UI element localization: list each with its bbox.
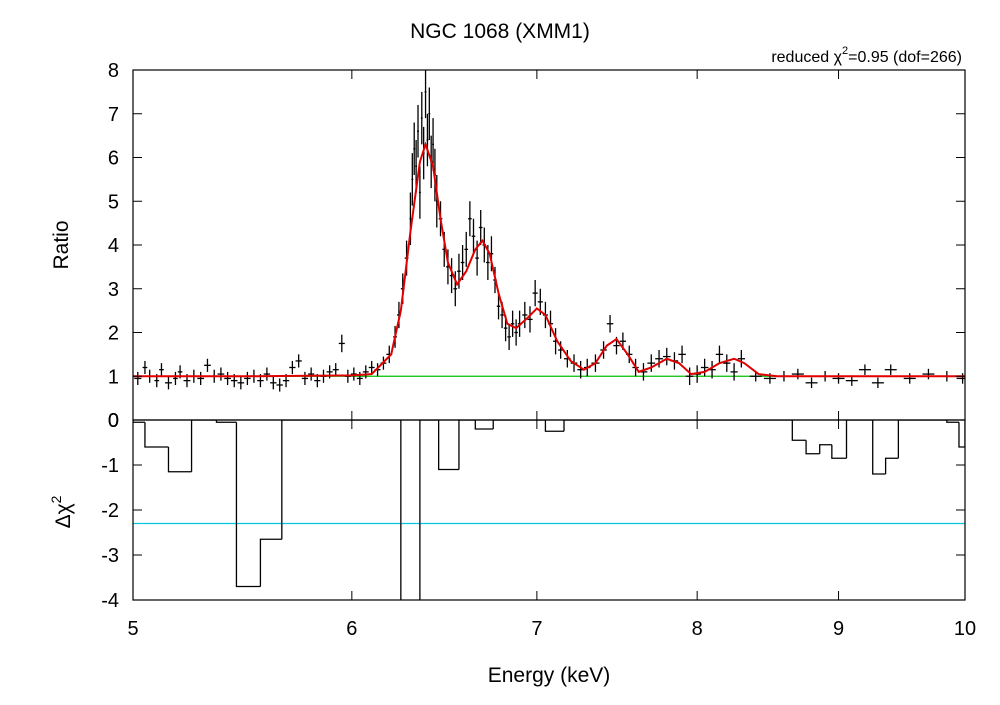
x-tick-label: 10 xyxy=(954,618,976,640)
y-axis-label-sup: 2 xyxy=(48,495,64,503)
histogram-step xyxy=(884,457,899,474)
histogram-step xyxy=(819,444,832,454)
y-tick-label: 1 xyxy=(108,366,119,388)
annotation: reduced χ2=0.95 (dof=266) xyxy=(771,45,962,66)
histogram-step xyxy=(419,420,439,600)
histogram-step xyxy=(791,420,807,441)
histogram-step xyxy=(458,420,476,470)
plot-frame xyxy=(132,419,966,601)
histogram-step xyxy=(946,420,959,423)
plot-area xyxy=(133,420,965,600)
y-tick-label: 6 xyxy=(108,148,119,170)
histogram-step xyxy=(872,420,886,475)
y-tick-label: 7 xyxy=(108,104,119,126)
annotation-text: reduced χ xyxy=(771,49,842,66)
y-tick-label: -3 xyxy=(101,545,119,567)
x-tick-label: 7 xyxy=(531,618,542,640)
histogram-step xyxy=(897,420,947,459)
histogram-step xyxy=(400,420,402,600)
histogram-step xyxy=(190,420,217,472)
histogram-step xyxy=(563,420,793,432)
x-tick-label: 5 xyxy=(127,618,138,640)
y-tick-label: -2 xyxy=(101,500,119,522)
histogram-step xyxy=(544,420,565,432)
histogram-step xyxy=(831,444,847,459)
x-tick-label: 6 xyxy=(346,618,357,640)
histogram-step xyxy=(281,420,401,540)
chart-title: NGC 1068 (XMM1) xyxy=(410,20,590,43)
annotation-sup: 2 xyxy=(842,45,848,57)
y-tick-label: 0 xyxy=(108,410,119,432)
histogram-step xyxy=(492,420,546,429)
annotation-text: =0.95 (dof=266) xyxy=(848,49,962,66)
histogram-step xyxy=(438,420,459,471)
histogram-step xyxy=(215,420,237,423)
model-line xyxy=(133,141,965,378)
y-tick-label: 8 xyxy=(108,60,119,82)
y-tick-label: 5 xyxy=(108,191,119,213)
y-axis-label-text: Δχ xyxy=(52,503,75,528)
histogram-step xyxy=(144,422,169,448)
histogram-step xyxy=(474,420,494,430)
histogram-step xyxy=(235,422,261,588)
histogram-step xyxy=(259,538,282,587)
y-axis-label: Ratio xyxy=(50,220,73,269)
x-tick-label: 9 xyxy=(833,618,844,640)
plot-area xyxy=(133,70,965,392)
y-tick-label: 0 xyxy=(108,410,119,432)
y-tick-label: 2 xyxy=(108,323,119,345)
histogram-step xyxy=(167,447,192,473)
plot-frame xyxy=(132,69,966,421)
x-tick-label: 8 xyxy=(692,618,703,640)
y-tick-label: -1 xyxy=(101,455,119,477)
y-tick-label: 4 xyxy=(108,235,119,257)
x-axis-label: Energy (keV) xyxy=(488,664,611,687)
histogram-step xyxy=(133,420,145,423)
y-tick-label: -4 xyxy=(101,590,119,612)
y-tick-label: 3 xyxy=(108,279,119,301)
y-axis-label: Δχ2 xyxy=(48,495,75,528)
histogram-step xyxy=(958,420,965,448)
histogram-step xyxy=(845,420,873,459)
histogram-step xyxy=(805,440,820,455)
